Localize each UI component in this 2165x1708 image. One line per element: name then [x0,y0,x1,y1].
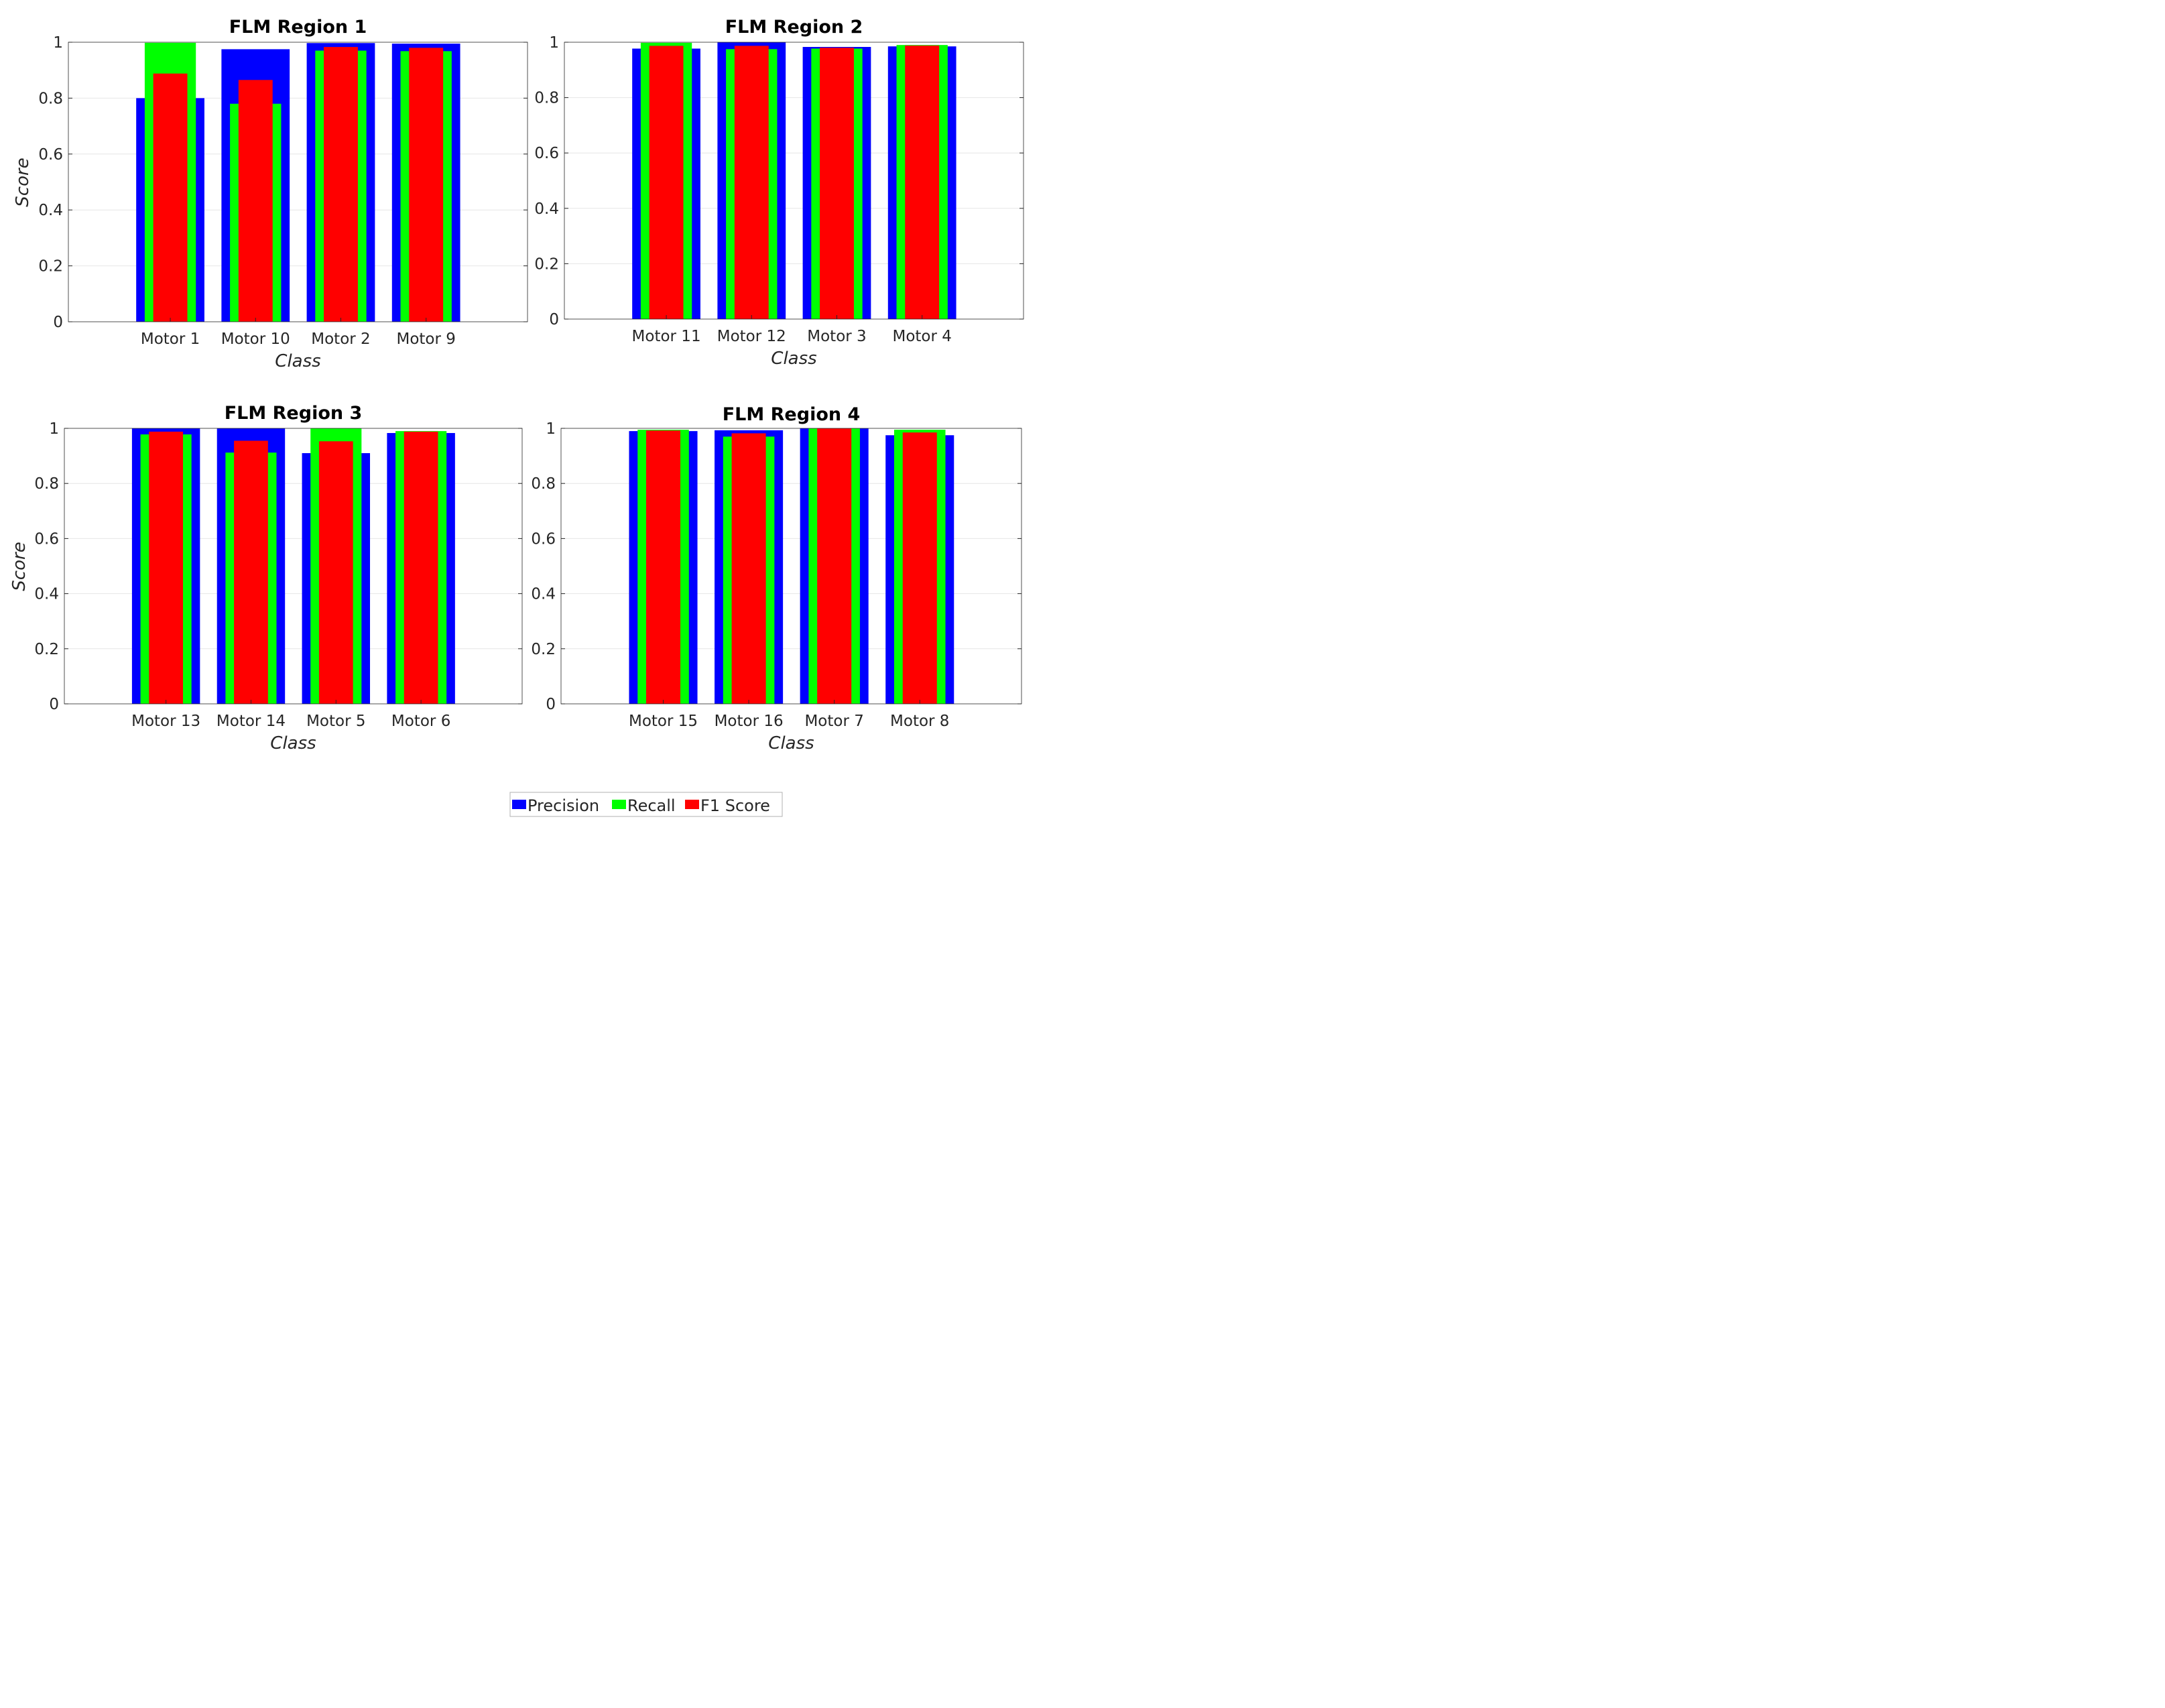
legend-recall: Recall [612,796,676,815]
f1-bar [905,45,940,320]
y-tick-label: 0.4 [534,200,559,218]
f1-bar [731,433,766,704]
y-tick-label: 0.8 [34,475,59,493]
chart-panel-1: 0 0.2 0.4 0.6 0.8 1 Motor 1 Motor 10 Motor 2 Moto… [13,17,528,371]
f1-bar [645,430,681,704]
x-axis-label: Class [771,349,816,369]
y-axis-label: Score [13,158,33,206]
chart-title: FLM Region 2 [725,17,863,38]
x-tick-label: Motor 12 [717,328,786,345]
x-tick-label: Motor 5 [306,713,365,730]
chart-panel-2: 0 0.2 0.4 0.6 0.8 1 Motor 11 Motor 12 Motor 3 Mot… [534,17,1024,369]
f1-bar [820,48,854,319]
y-tick-label: 0.2 [531,641,556,658]
y-tick-label: 0 [53,314,63,331]
legend-swatch [512,800,526,809]
f1-bar [817,428,852,704]
y-tick-label: 0.2 [38,258,63,276]
axes-box [564,42,1024,320]
legend-label: Precision [528,796,599,815]
x-axis-label: Class [768,733,814,753]
y-tick-label: 0.4 [34,586,59,603]
f1-bar [234,440,268,704]
x-tick-label: Motor 14 [216,713,286,730]
x-tick-label: Motor 13 [131,713,200,730]
y-tick-label: 0 [49,696,59,713]
x-tick-label: Motor 1 [141,330,200,348]
x-axis-label: Class [275,351,320,371]
y-axis-label: Score [9,542,29,591]
x-tick-label: Motor 7 [804,713,863,730]
x-tick-label: Motor 6 [391,713,450,730]
chart-title: FLM Region 1 [229,17,367,38]
f1-bar [149,431,183,704]
legend-label: F1 Score [700,796,770,815]
f1-bar [649,46,684,319]
x-tick-label: Motor 2 [311,330,370,348]
chart-panel-3: 0 0.2 0.4 0.6 0.8 1 Motor 13 Motor 14 Motor 5 Mot… [9,403,523,753]
axes-box [64,428,523,705]
legend-label: Recall [627,796,676,815]
y-tick-label: 1 [49,420,59,438]
x-tick-label: Motor 9 [396,330,455,348]
legend-swatch [612,800,626,809]
f1-bar [318,441,353,704]
legend-precision: Precision [512,796,599,815]
f1-bar [902,432,937,704]
y-tick-label: 0.2 [34,641,59,658]
chart-panel-4: 0 0.2 0.4 0.6 0.8 1 Motor 15 Motor 16 Motor 7 Mot… [531,404,1022,753]
y-tick-label: 0 [549,311,559,328]
y-tick-label: 0.6 [531,530,556,548]
x-tick-label: Motor 15 [629,713,698,730]
x-tick-label: Motor 3 [807,328,866,345]
f1-bar [404,431,438,704]
axes-box [560,428,1022,705]
f1-bar [153,73,188,322]
x-tick-label: Motor 10 [221,330,290,348]
y-tick-label: 0.8 [38,90,63,107]
chart-title: FLM Region 3 [225,403,363,424]
y-tick-label: 0.4 [38,202,63,219]
y-tick-label: 0.6 [38,146,63,164]
legend-f1-score: F1 Score [685,796,770,815]
legend: Precision Recall F1 Score [509,792,783,817]
axes-box [68,42,528,322]
figure: 0 0.2 0.4 0.6 0.8 1 Motor 1 Motor 10 Motor 2 Moto… [9,17,1024,817]
f1-bar [409,48,444,322]
legend-swatch [685,800,699,809]
f1-bar [324,47,358,322]
x-tick-label: Motor 4 [892,328,951,345]
x-axis-label: Class [270,733,316,753]
y-tick-label: 0.8 [534,90,559,107]
f1-bar [238,80,273,322]
f1-bar [734,46,769,319]
x-tick-label: Motor 16 [715,713,784,730]
y-tick-label: 1 [53,34,63,52]
x-tick-label: Motor 11 [632,328,701,345]
y-tick-label: 0.8 [531,475,556,493]
y-tick-label: 0.2 [534,255,559,273]
chart-title: FLM Region 4 [723,404,861,425]
y-tick-label: 0 [546,696,556,713]
y-tick-label: 0.4 [531,586,556,603]
x-tick-label: Motor 8 [890,713,949,730]
y-tick-label: 1 [546,420,556,438]
legend-box [509,792,783,817]
y-tick-label: 0.6 [34,530,59,548]
y-tick-label: 0.6 [534,145,559,162]
y-tick-label: 1 [549,34,559,52]
